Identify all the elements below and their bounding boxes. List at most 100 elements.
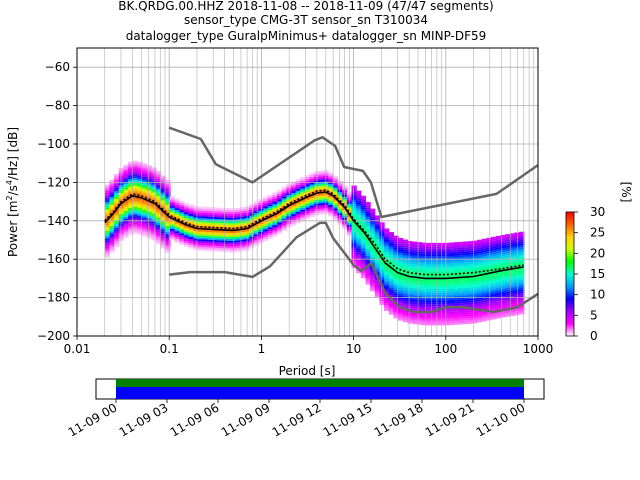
heatmap-cell bbox=[169, 211, 176, 214]
heatmap-cell bbox=[183, 206, 190, 209]
heatmap-cell bbox=[174, 227, 180, 230]
heatmap-cell bbox=[356, 215, 362, 218]
heatmap-cell bbox=[421, 306, 427, 308]
heatmap-cell bbox=[151, 228, 157, 231]
heatmap-cell bbox=[453, 247, 460, 250]
heatmap-cell bbox=[351, 208, 357, 211]
heatmap-cell bbox=[379, 243, 385, 246]
heatmap-cell bbox=[500, 302, 506, 305]
heatmap-cell bbox=[109, 193, 115, 196]
heatmap-cell bbox=[509, 239, 516, 242]
heatmap-cell bbox=[151, 184, 157, 187]
heatmap-cell bbox=[281, 188, 287, 191]
heatmap-cell bbox=[267, 206, 273, 209]
heatmap-cell bbox=[500, 277, 506, 280]
heatmap-cell bbox=[300, 194, 306, 197]
heatmap-cell bbox=[239, 207, 246, 210]
heatmap-cell bbox=[398, 305, 404, 308]
heatmap-cell bbox=[472, 305, 478, 308]
heatmap-cell bbox=[425, 292, 432, 295]
heatmap-cell bbox=[495, 253, 502, 256]
heatmap-cell bbox=[384, 230, 390, 233]
heatmap-cell bbox=[132, 206, 138, 209]
heatmap-cell bbox=[197, 237, 204, 240]
heatmap-cell bbox=[104, 230, 111, 233]
heatmap-cell bbox=[146, 178, 152, 181]
heatmap-cell bbox=[407, 260, 413, 263]
heatmap-cell bbox=[505, 241, 511, 244]
heatmap-cell bbox=[146, 186, 152, 189]
heatmap-cell bbox=[430, 312, 436, 314]
heatmap-cell bbox=[402, 310, 408, 313]
heatmap-cell bbox=[160, 185, 166, 188]
heatmap-cell bbox=[221, 215, 227, 218]
x-tick-label: 10 bbox=[346, 342, 361, 356]
heatmap-cell bbox=[402, 291, 408, 294]
heatmap-cell bbox=[444, 313, 450, 316]
heatmap-cell bbox=[388, 237, 394, 240]
heatmap-cell bbox=[300, 186, 306, 189]
heatmap-cell bbox=[249, 223, 255, 226]
heatmap-cell bbox=[118, 204, 124, 207]
heatmap-cell bbox=[235, 213, 241, 216]
heatmap-cell bbox=[444, 269, 450, 272]
heatmap-cell bbox=[263, 212, 269, 215]
heatmap-cell bbox=[393, 264, 399, 267]
heatmap-cell bbox=[202, 218, 208, 221]
heatmap-cell bbox=[481, 307, 488, 310]
heatmap-cell bbox=[472, 311, 478, 314]
heatmap-cell bbox=[458, 303, 464, 306]
heatmap-cell bbox=[416, 293, 422, 296]
heatmap-cell bbox=[104, 200, 111, 202]
heatmap-cell bbox=[123, 235, 129, 238]
heatmap-cell bbox=[328, 183, 334, 186]
heatmap-cell bbox=[393, 266, 399, 269]
heatmap-cell bbox=[360, 249, 367, 252]
heatmap-cell bbox=[230, 212, 236, 215]
heatmap-cell bbox=[211, 209, 218, 212]
heatmap-cell bbox=[179, 216, 185, 219]
heatmap-cell bbox=[118, 179, 124, 182]
heatmap-cell bbox=[230, 235, 236, 238]
heatmap-cell bbox=[519, 273, 525, 276]
heatmap-cell bbox=[463, 245, 469, 248]
timeline-tick-label: 11-09 06 bbox=[168, 400, 222, 439]
heatmap-cell bbox=[169, 196, 176, 199]
heatmap-cell bbox=[444, 310, 450, 312]
heatmap-cell bbox=[295, 202, 301, 205]
heatmap-cell bbox=[141, 169, 148, 172]
heatmap-cell bbox=[505, 255, 511, 258]
heatmap-cell bbox=[137, 171, 143, 174]
heatmap-cell bbox=[225, 248, 232, 251]
heatmap-cell bbox=[435, 302, 441, 305]
heatmap-cell bbox=[304, 205, 311, 208]
heatmap-cell bbox=[193, 242, 199, 245]
heatmap-cell bbox=[323, 206, 329, 209]
heatmap-cell bbox=[290, 223, 297, 226]
heatmap-cell bbox=[393, 249, 399, 252]
heatmap-cell bbox=[370, 283, 376, 286]
heatmap-cell bbox=[356, 234, 362, 237]
heatmap-cell bbox=[449, 292, 455, 295]
heatmap-cell bbox=[179, 204, 185, 207]
heatmap-cell bbox=[272, 203, 278, 206]
heatmap-cell bbox=[146, 232, 152, 235]
heatmap-cell bbox=[109, 227, 115, 230]
heatmap-cell bbox=[486, 314, 492, 317]
heatmap-cell bbox=[453, 261, 460, 264]
heatmap-cell bbox=[491, 286, 497, 289]
heatmap-cell bbox=[183, 210, 190, 213]
heatmap-cell bbox=[253, 239, 259, 242]
heatmap-cell bbox=[360, 259, 367, 261]
heatmap-cell bbox=[137, 230, 143, 233]
heatmap-cell bbox=[430, 304, 436, 307]
heatmap-cell bbox=[239, 218, 246, 221]
heatmap-cell bbox=[230, 240, 236, 243]
heatmap-cell bbox=[151, 238, 157, 241]
heatmap-cell bbox=[235, 221, 241, 224]
heatmap-cell bbox=[458, 320, 464, 323]
heatmap-cell bbox=[411, 266, 418, 269]
heatmap-cell bbox=[393, 283, 399, 286]
heatmap-cell bbox=[141, 234, 148, 237]
heatmap-cell bbox=[514, 272, 520, 275]
